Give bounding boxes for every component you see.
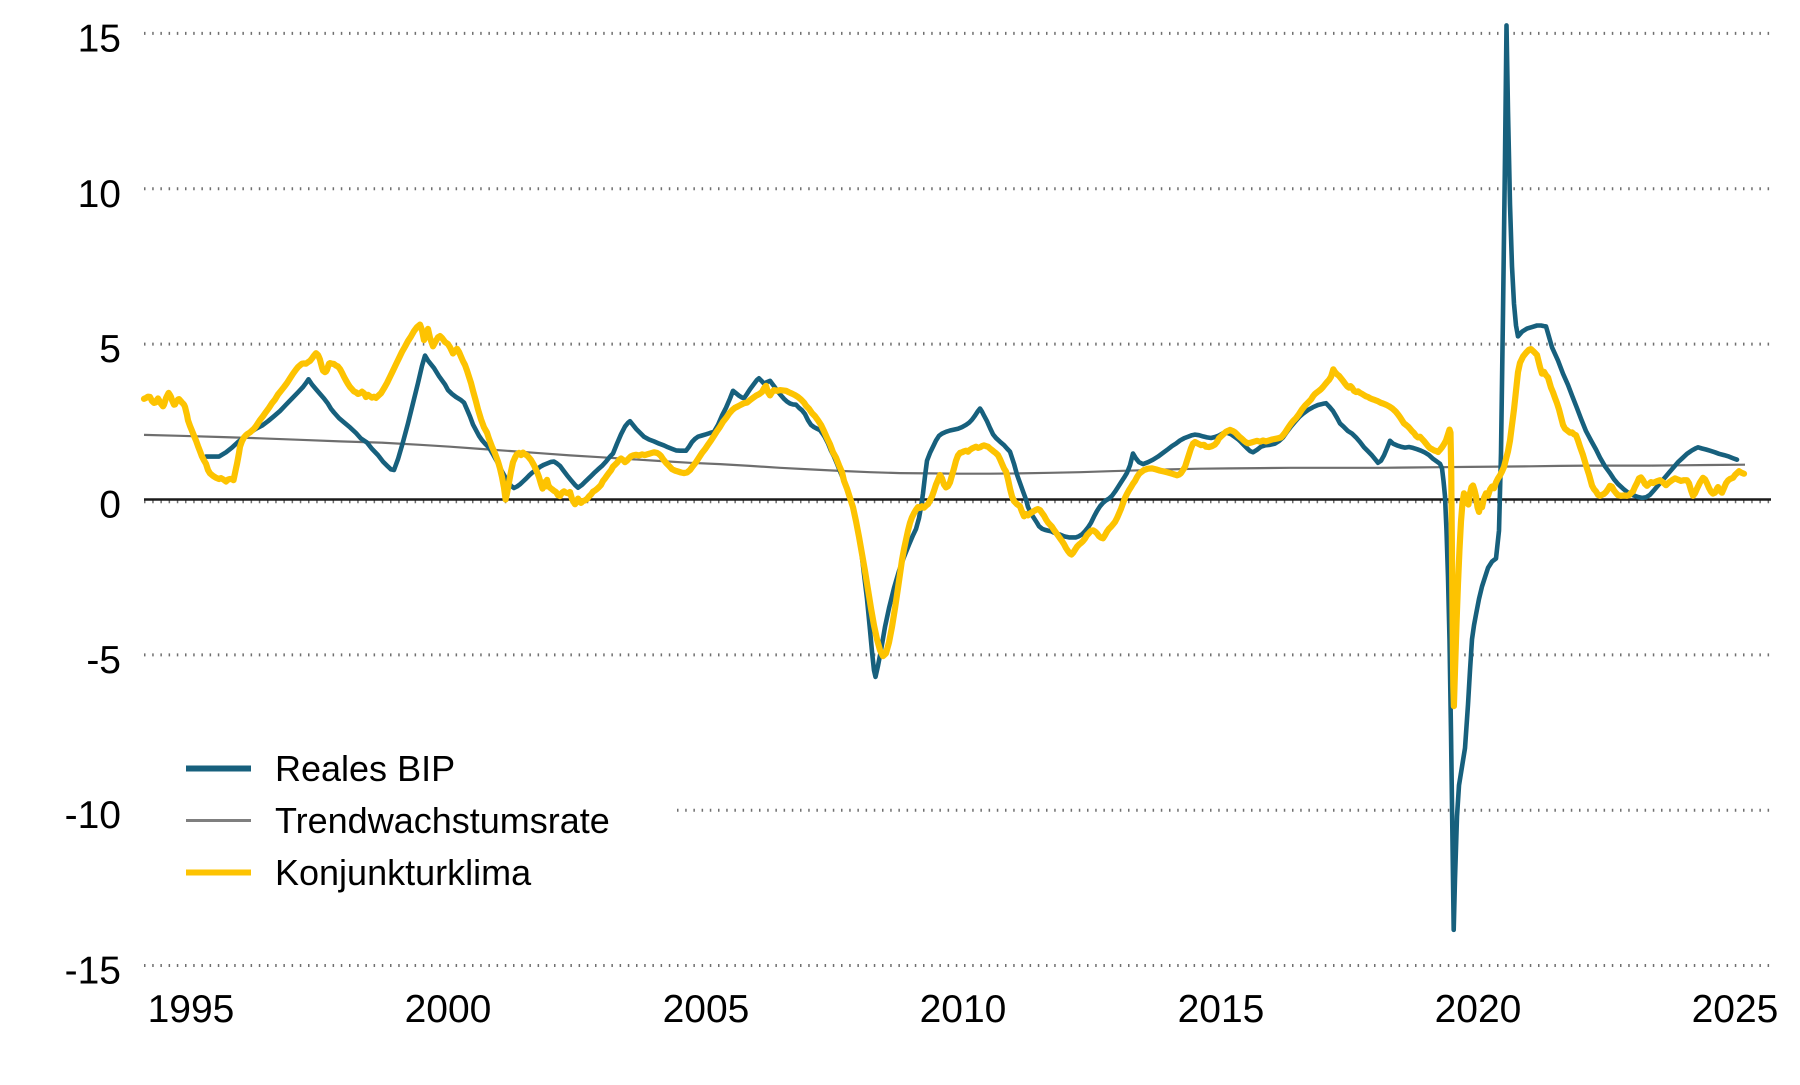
svg-text:2010: 2010 <box>920 988 1007 1031</box>
svg-text:2020: 2020 <box>1435 988 1522 1031</box>
svg-text:2015: 2015 <box>1178 988 1265 1031</box>
svg-text:2005: 2005 <box>663 988 750 1031</box>
svg-text:1995: 1995 <box>148 988 235 1031</box>
svg-text:-15: -15 <box>65 950 121 993</box>
svg-text:15: 15 <box>78 17 121 60</box>
svg-text:0: 0 <box>99 484 121 527</box>
svg-text:2025: 2025 <box>1692 988 1779 1031</box>
svg-text:-10: -10 <box>65 794 121 837</box>
svg-text:Konjunkturklima: Konjunkturklima <box>275 852 532 893</box>
svg-text:Trendwachstumsrate: Trendwachstumsrate <box>275 800 610 841</box>
svg-text:2000: 2000 <box>405 988 492 1031</box>
svg-text:-5: -5 <box>86 639 121 682</box>
svg-text:Reales BIP: Reales BIP <box>275 748 455 789</box>
svg-text:5: 5 <box>99 328 121 371</box>
svg-text:10: 10 <box>78 173 121 216</box>
